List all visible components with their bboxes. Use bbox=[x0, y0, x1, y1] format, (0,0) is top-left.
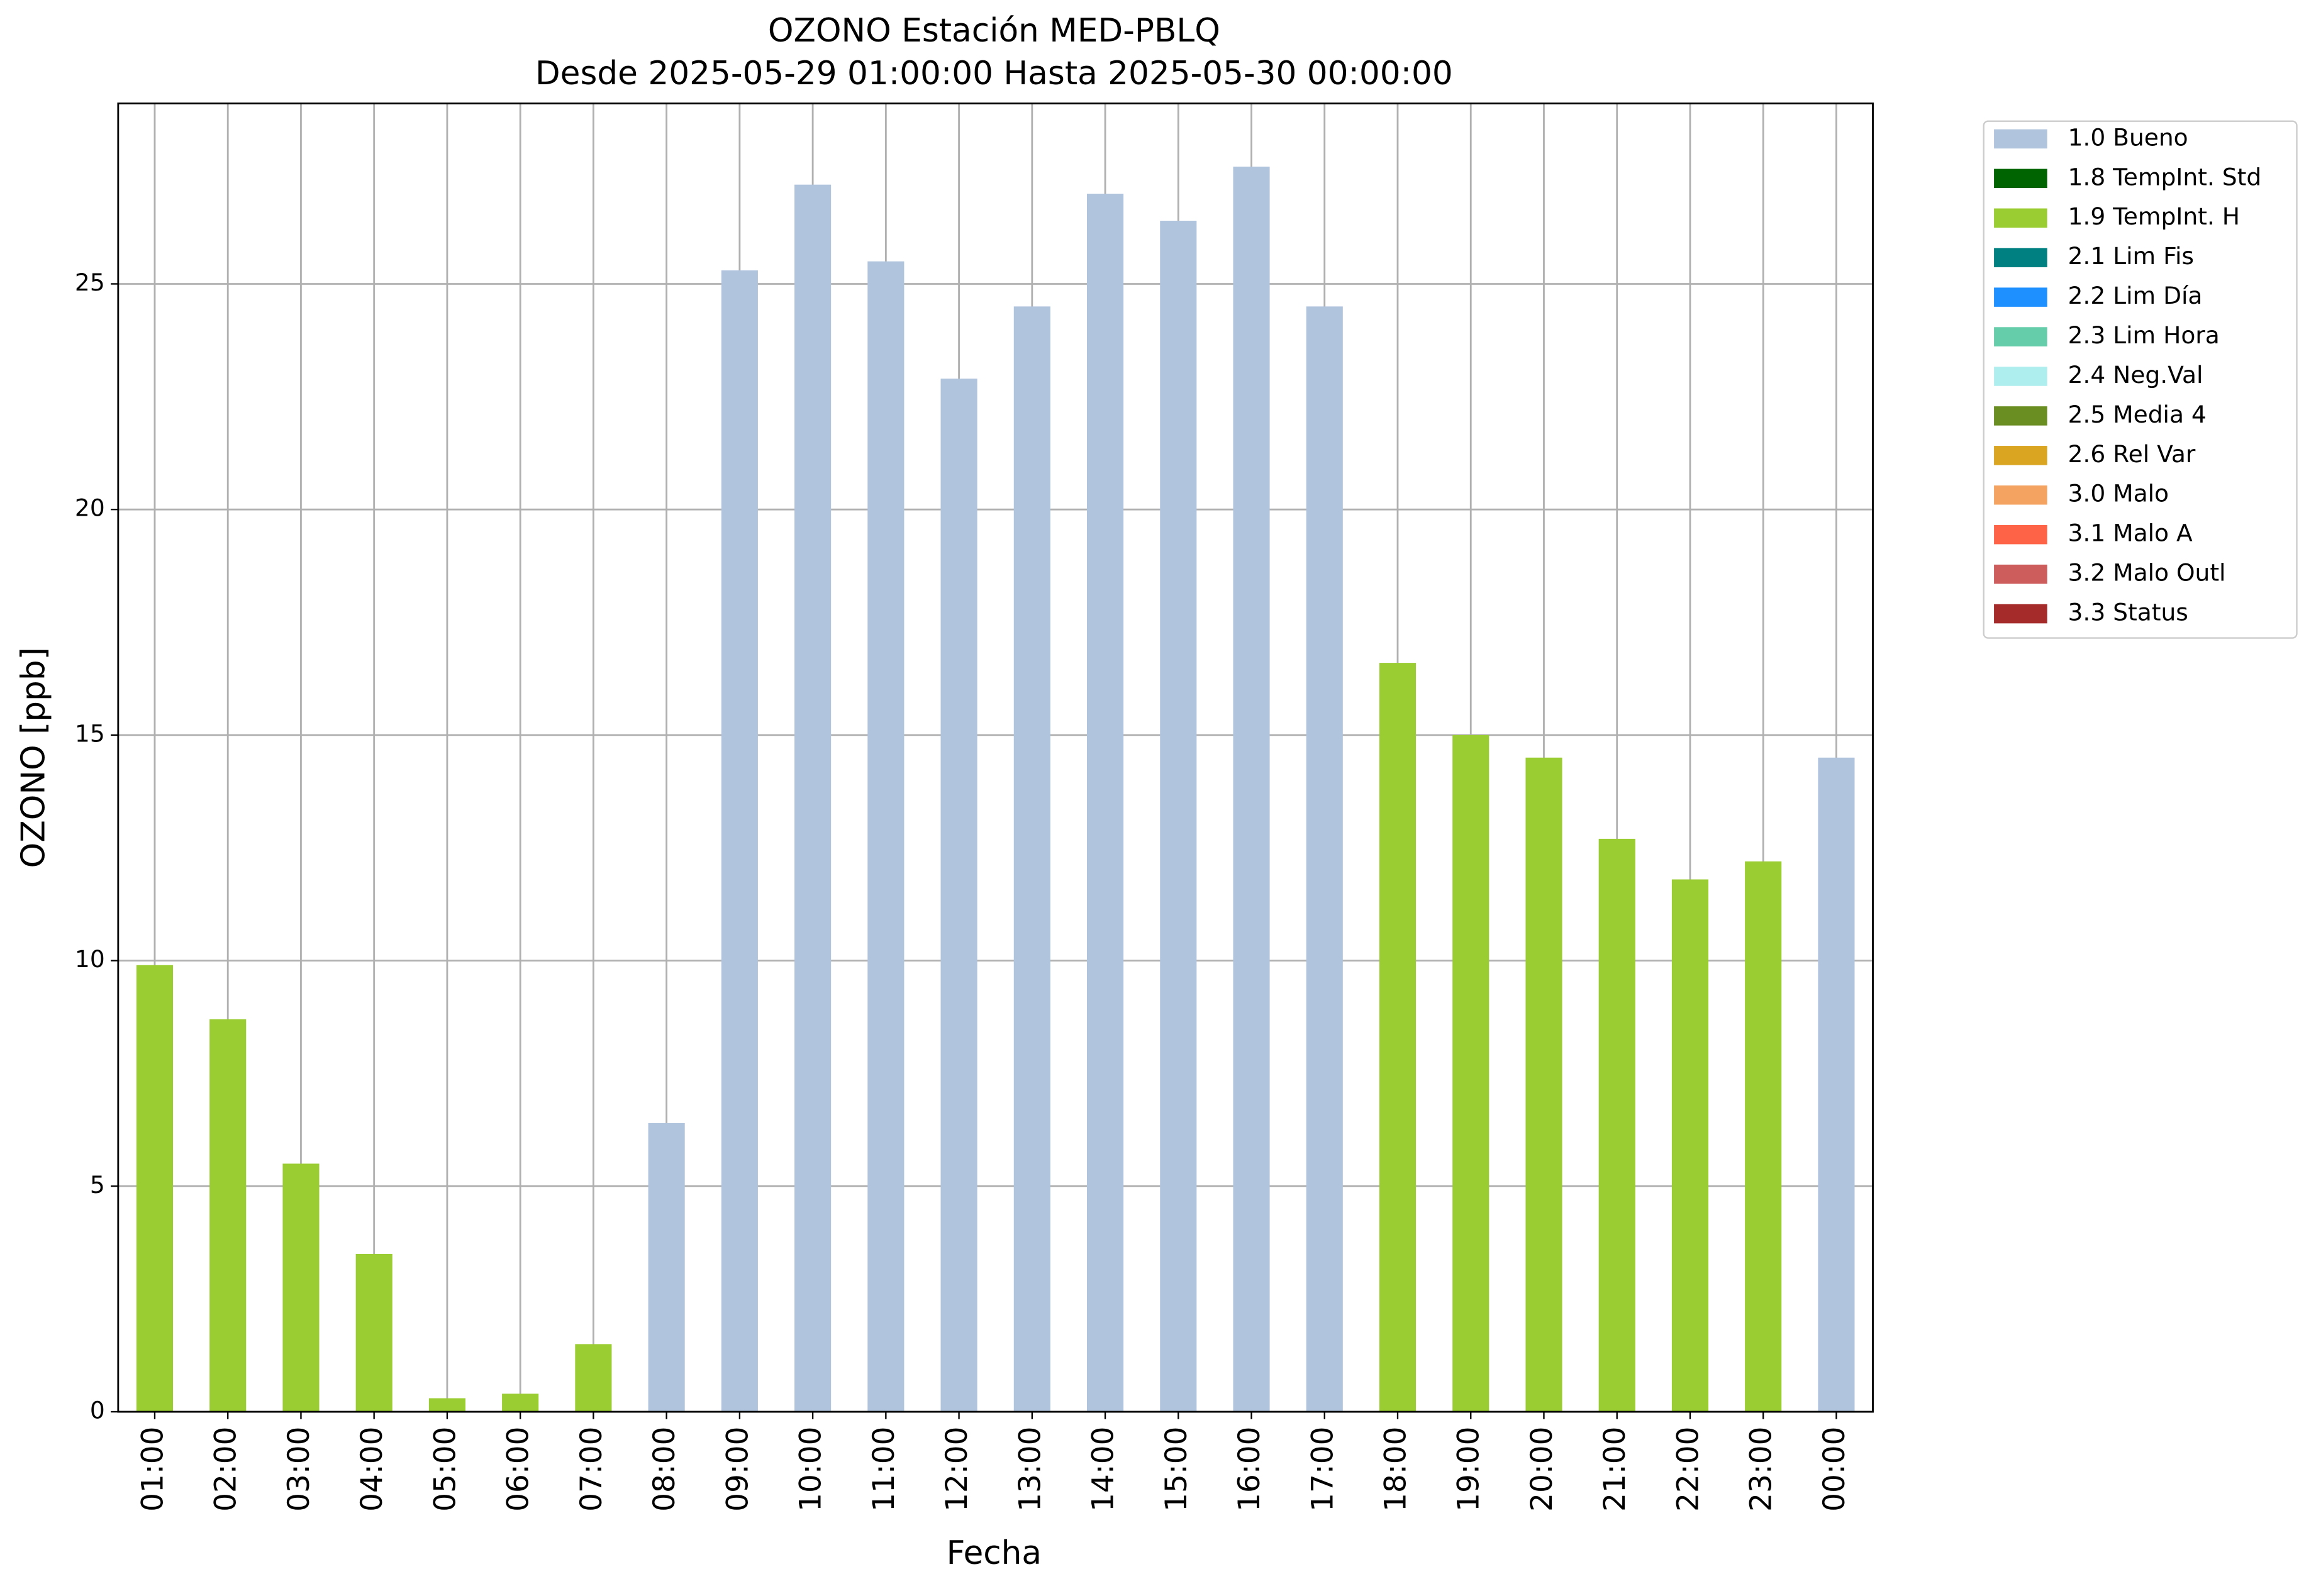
bars bbox=[136, 166, 1855, 1412]
legend-swatch bbox=[1994, 208, 2047, 228]
x-tick-label: 13:00 bbox=[1013, 1427, 1047, 1512]
bar bbox=[355, 1253, 392, 1412]
bar bbox=[575, 1344, 612, 1412]
legend-label: 3.1 Malo A bbox=[2068, 519, 2193, 547]
x-tick-label: 15:00 bbox=[1159, 1427, 1194, 1512]
bar bbox=[794, 184, 832, 1412]
x-axis-label: Fecha bbox=[947, 1534, 1042, 1572]
bar bbox=[209, 1019, 247, 1412]
legend-swatch bbox=[1994, 367, 2047, 386]
x-tick-label: 18:00 bbox=[1378, 1427, 1413, 1512]
x-tick-label: 05:00 bbox=[428, 1427, 462, 1512]
legend-label: 2.6 Rel Var bbox=[2068, 440, 2196, 468]
legend-label: 3.2 Malo Outl bbox=[2068, 559, 2226, 587]
legend-swatch bbox=[1994, 524, 2047, 545]
x-tick-label: 09:00 bbox=[720, 1427, 755, 1512]
legend-swatch bbox=[1994, 446, 2047, 465]
legend-label: 2.5 Media 4 bbox=[2068, 401, 2207, 428]
legend-label: 2.3 Lim Hora bbox=[2068, 321, 2220, 349]
legend-box bbox=[1983, 120, 2298, 639]
bar bbox=[1525, 757, 1562, 1412]
legend-swatch bbox=[1994, 406, 2047, 426]
y-tick-label: 20 bbox=[75, 494, 105, 522]
legend-swatch bbox=[1994, 485, 2047, 505]
bar bbox=[1452, 734, 1489, 1412]
legend: 1.0 Bueno 1.8 TempInt. Std 1.9 TempInt. H 2… bbox=[1983, 120, 2298, 639]
bar bbox=[428, 1398, 465, 1412]
y-axis-label: OZONO [ppb] bbox=[14, 647, 52, 868]
y-tick-label: 5 bbox=[90, 1171, 105, 1199]
legend-swatch bbox=[1994, 287, 2047, 307]
x-tick-label: 14:00 bbox=[1086, 1427, 1121, 1512]
bar bbox=[1160, 221, 1197, 1412]
bar bbox=[1379, 663, 1417, 1412]
x-tick-label: 06:00 bbox=[501, 1427, 536, 1512]
x-tick-label: 21:00 bbox=[1598, 1427, 1632, 1512]
y-tick-label: 25 bbox=[75, 269, 105, 296]
legend-label: 1.0 Bueno bbox=[2068, 123, 2188, 151]
x-tick-label: 07:00 bbox=[574, 1427, 609, 1512]
x-tick-label: 12:00 bbox=[940, 1427, 974, 1512]
plot-frame bbox=[117, 103, 1874, 1413]
bar bbox=[1013, 306, 1050, 1412]
legend-label: 1.8 TempInt. Std bbox=[2068, 163, 2262, 191]
chart-subtitle: Desde 2025-05-29 01:00:00 Hasta 2025-05-… bbox=[535, 55, 1453, 92]
x-tick-label: 16:00 bbox=[1232, 1427, 1267, 1512]
bar bbox=[282, 1163, 320, 1412]
y-tick-label: 10 bbox=[75, 945, 105, 973]
legend-label: 1.9 TempInt. H bbox=[2068, 202, 2241, 230]
legend-swatch bbox=[1994, 169, 2047, 189]
bar bbox=[1233, 166, 1270, 1412]
y-tick-label: 15 bbox=[75, 719, 105, 747]
x-tick-label: 01:00 bbox=[135, 1427, 170, 1512]
x-tick-label: 17:00 bbox=[1305, 1427, 1340, 1512]
bar bbox=[1086, 193, 1124, 1412]
bar bbox=[1671, 879, 1709, 1412]
legend-label: 2.4 Neg.Val bbox=[2068, 361, 2203, 389]
legend-swatch bbox=[1994, 327, 2047, 346]
bar bbox=[136, 965, 174, 1412]
x-tick-label: 11:00 bbox=[867, 1427, 901, 1512]
bar bbox=[1306, 306, 1343, 1412]
legend-swatch bbox=[1994, 564, 2047, 584]
bar bbox=[1598, 838, 1635, 1412]
x-tick-label: 10:00 bbox=[794, 1427, 828, 1512]
x-tick-label: 08:00 bbox=[647, 1427, 682, 1512]
legend-swatch bbox=[1994, 129, 2047, 149]
legend-swatch bbox=[1994, 248, 2047, 267]
x-tick-label: 20:00 bbox=[1525, 1427, 1559, 1512]
x-tick-label: 19:00 bbox=[1452, 1427, 1486, 1512]
x-tick-label: 02:00 bbox=[209, 1427, 243, 1512]
x-tick-label: 04:00 bbox=[355, 1427, 389, 1512]
bar bbox=[940, 379, 977, 1412]
legend-label: 2.1 Lim Fis bbox=[2068, 242, 2194, 270]
x-tick-label: 22:00 bbox=[1671, 1427, 1705, 1512]
y-tick-label: 0 bbox=[90, 1397, 105, 1424]
legend-label: 2.2 Lim Día bbox=[2068, 282, 2203, 309]
bar bbox=[1745, 861, 1782, 1412]
bar bbox=[648, 1122, 685, 1412]
x-tick-label: 03:00 bbox=[282, 1427, 316, 1512]
chart-title: OZONO Estación MED-PBLQ bbox=[768, 12, 1220, 50]
legend-swatch bbox=[1994, 604, 2047, 624]
bar bbox=[721, 270, 758, 1412]
bar bbox=[502, 1394, 539, 1412]
legend-label: 3.0 Malo bbox=[2068, 480, 2169, 507]
x-tick-label: 23:00 bbox=[1744, 1427, 1779, 1512]
bar bbox=[1818, 757, 1855, 1412]
x-tick-label: 00:00 bbox=[1817, 1427, 1852, 1512]
legend-label: 3.3 Status bbox=[2068, 599, 2188, 626]
bar bbox=[867, 261, 905, 1412]
